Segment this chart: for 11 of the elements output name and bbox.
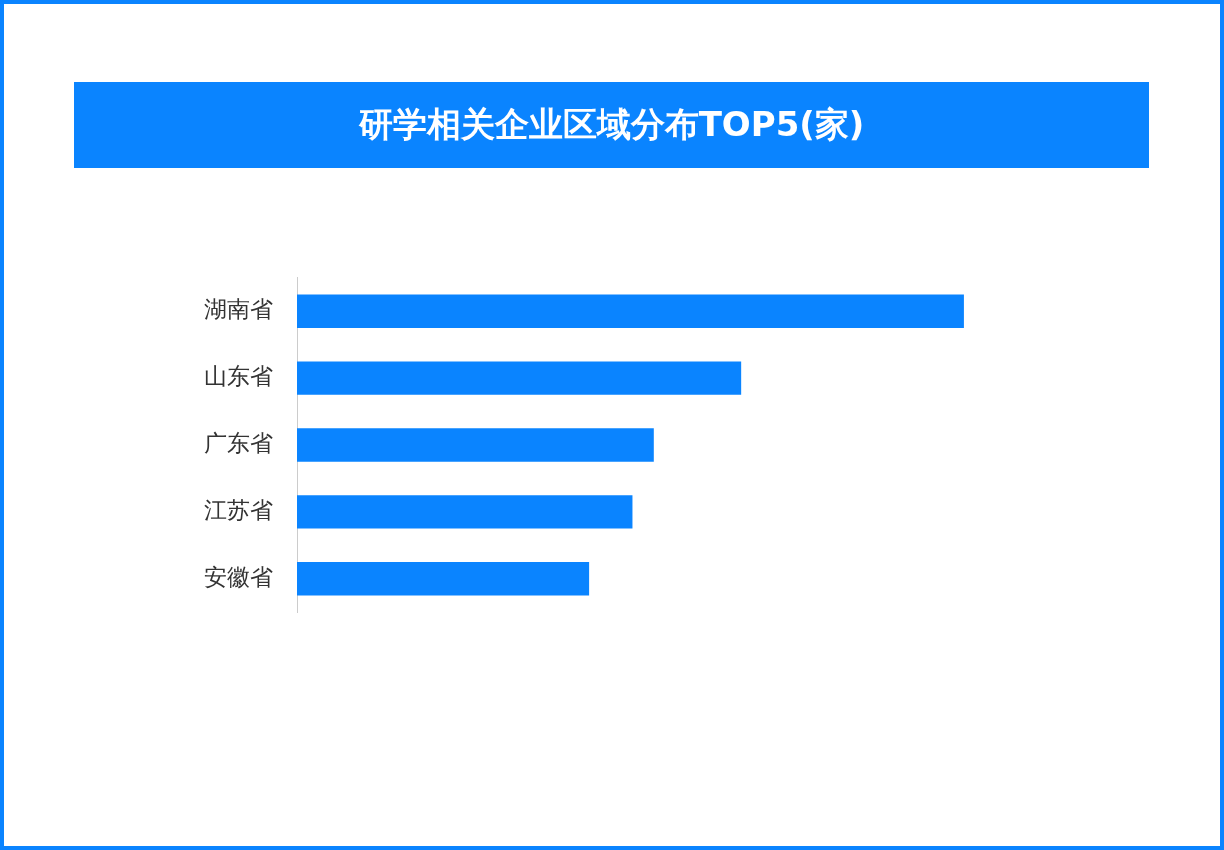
bar xyxy=(297,562,590,596)
bar xyxy=(297,361,742,395)
bar xyxy=(297,294,964,328)
y-tick-label: 江苏省 xyxy=(204,496,273,523)
y-tick-label: 广东省 xyxy=(204,429,273,456)
chart-title: 研学相关企业区域分布TOP5(家) xyxy=(74,82,1149,168)
bar xyxy=(297,495,633,529)
y-tick-label: 山东省 xyxy=(204,363,273,390)
y-tick-label: 湖南省 xyxy=(204,296,273,323)
bar xyxy=(297,428,654,462)
y-tick-label: 安徽省 xyxy=(204,563,273,590)
